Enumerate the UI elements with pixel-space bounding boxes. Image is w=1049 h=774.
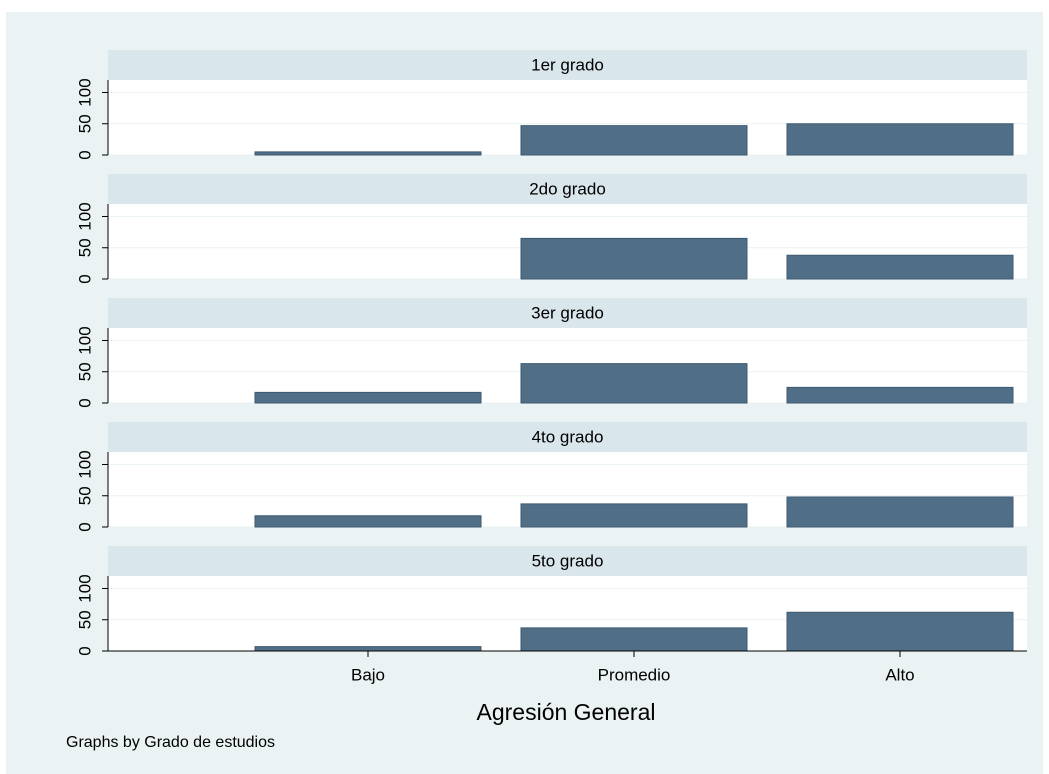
y-tick-label: 0 (75, 398, 94, 407)
panel-header (108, 546, 1027, 576)
y-tick-label: 50 (75, 114, 94, 133)
panel-header (108, 174, 1027, 204)
y-tick-label: 100 (75, 326, 94, 354)
bar (520, 363, 748, 404)
bar (520, 627, 748, 652)
bar (520, 125, 748, 156)
y-tick-label: 50 (75, 362, 94, 381)
y-tick-label: 100 (75, 574, 94, 602)
bar (786, 386, 1014, 404)
bar (786, 496, 1014, 528)
panel-header (108, 50, 1027, 80)
panel-title: 3er grado (531, 303, 604, 322)
bar (254, 646, 482, 652)
y-tick-label: 50 (75, 238, 94, 257)
y-tick-label: 100 (75, 202, 94, 230)
panel-title: 2do grado (529, 179, 606, 198)
y-tick-label: 100 (75, 78, 94, 106)
y-tick-label: 50 (75, 610, 94, 629)
x-axis-title: Agresión General (477, 699, 656, 725)
x-tick-label: Promedio (598, 665, 671, 684)
bar (786, 611, 1014, 652)
bar (786, 254, 1014, 280)
x-tick-label: Alto (885, 665, 914, 684)
y-tick-label: 0 (75, 522, 94, 531)
panel-header (108, 422, 1027, 452)
panel-header (108, 298, 1027, 328)
panel-title: 4to grado (532, 427, 604, 446)
y-tick-label: 0 (75, 274, 94, 283)
bar (520, 503, 748, 528)
y-tick-label: 50 (75, 486, 94, 505)
panel-title: 1er grado (531, 55, 604, 74)
note: Graphs by Grado de estudios (66, 734, 275, 751)
bar (254, 151, 482, 156)
bar (254, 391, 482, 404)
bar (786, 123, 1014, 156)
y-tick-label: 0 (75, 646, 94, 655)
y-tick-label: 100 (75, 450, 94, 478)
bar (254, 515, 482, 528)
bar (520, 237, 748, 280)
panel-title: 5to grado (532, 551, 604, 570)
y-tick-label: 0 (75, 150, 94, 159)
x-tick-label: Bajo (351, 665, 385, 684)
